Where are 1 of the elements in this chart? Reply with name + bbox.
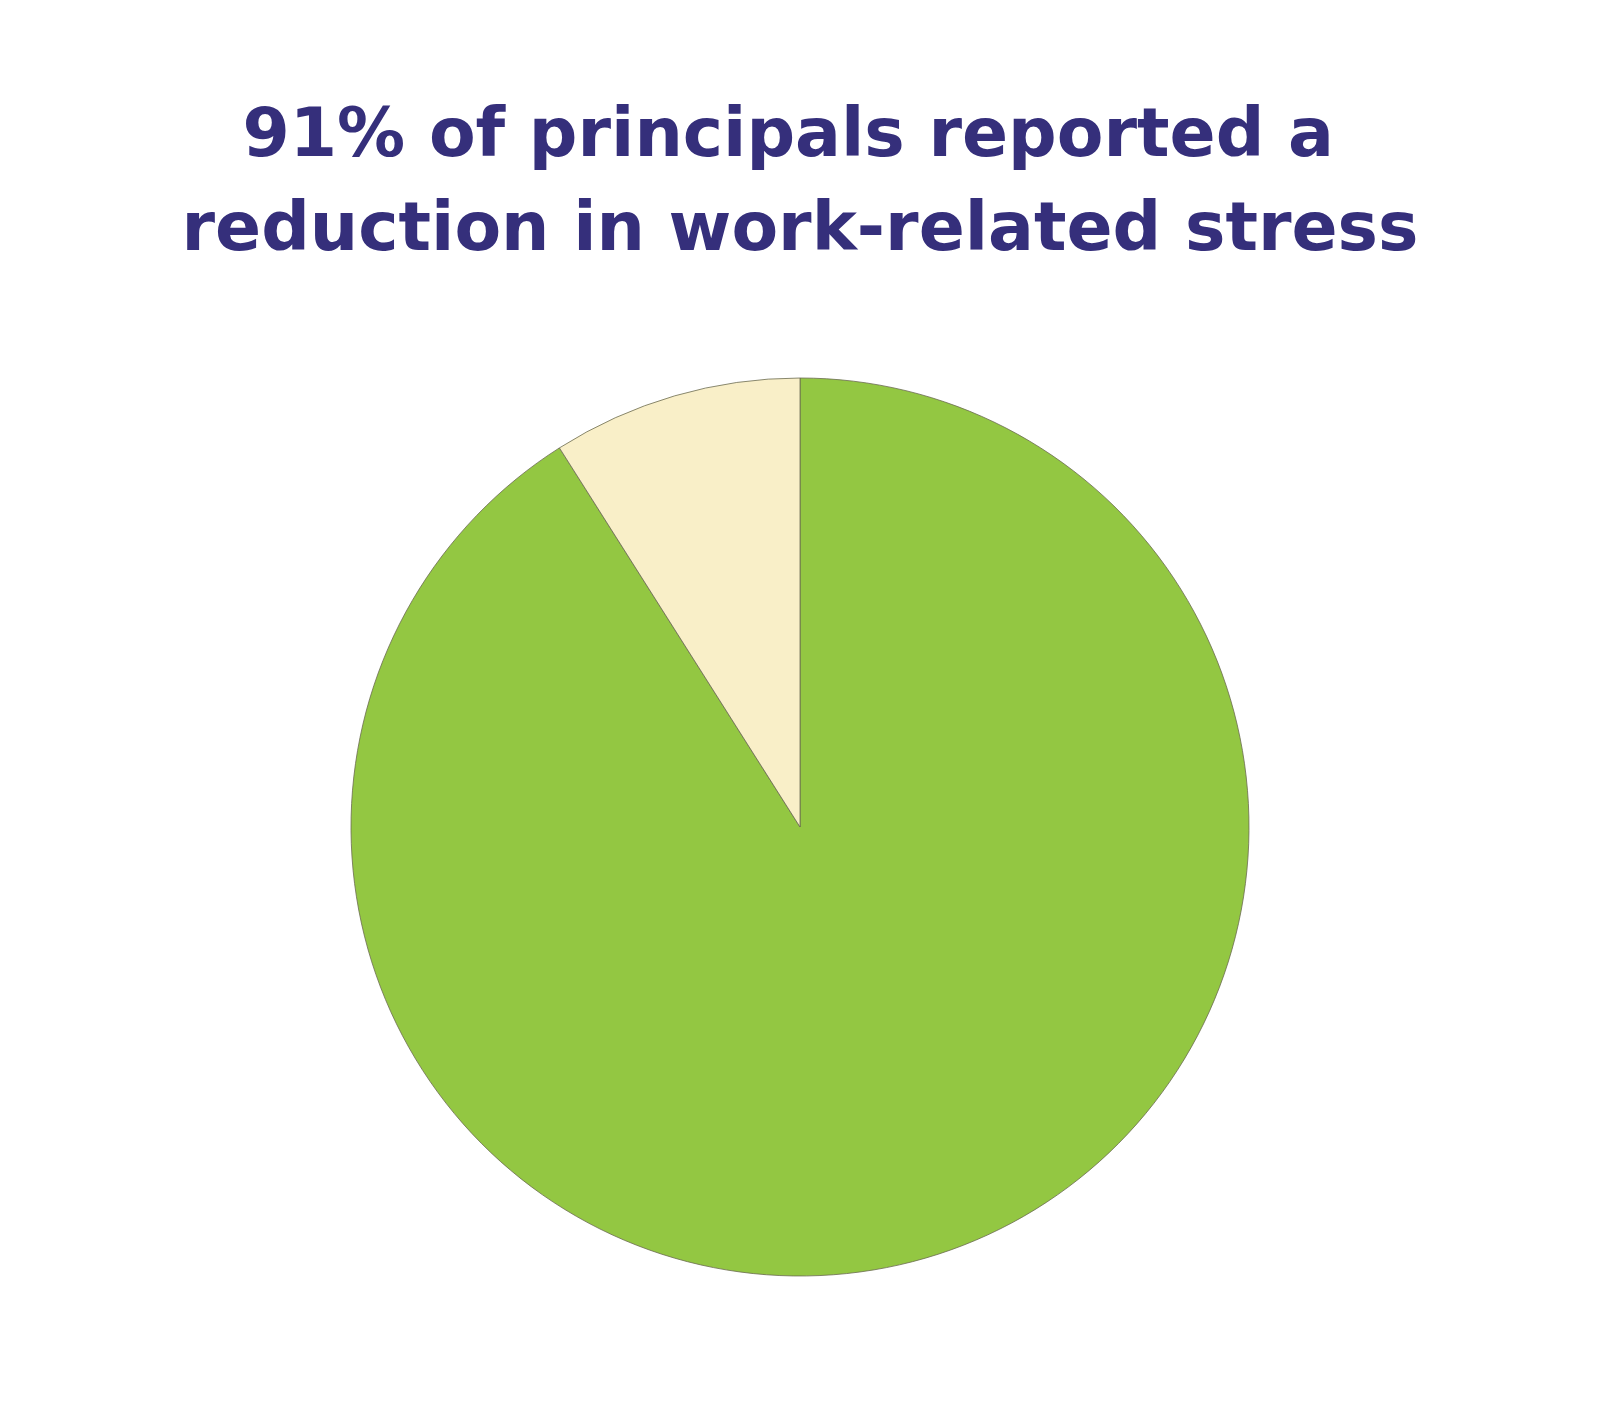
chart-title: 91% of principals reported a reduction in work-related stress: [181, 92, 1419, 266]
